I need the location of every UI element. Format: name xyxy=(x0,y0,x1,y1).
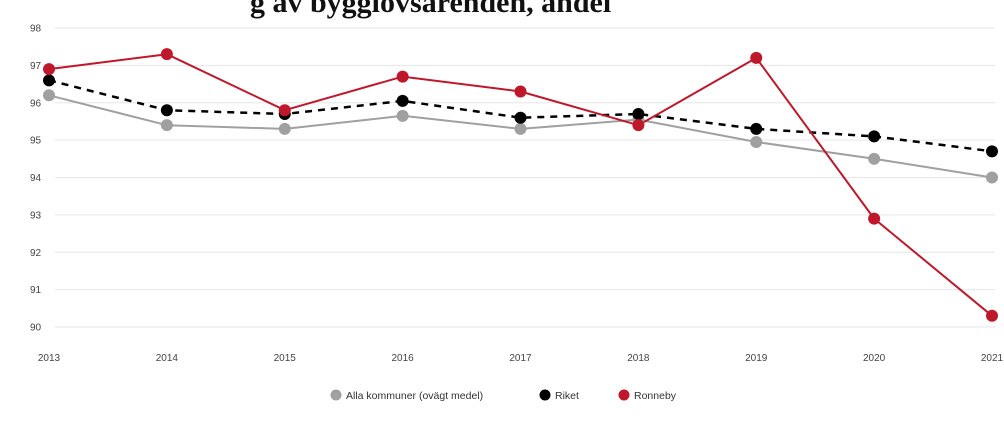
x-tick-label: 2014 xyxy=(156,353,179,364)
x-axis-ticks: 2013 2014 2015 2016 2017 2018 2019 2020 2021 xyxy=(38,353,1004,364)
data-point xyxy=(278,104,291,117)
y-tick-label: 91 xyxy=(30,285,42,296)
legend-marker xyxy=(330,389,342,401)
series-points xyxy=(43,48,998,322)
data-point xyxy=(986,171,998,184)
data-point xyxy=(396,70,409,83)
legend-label: Alla kommuner (ovägt medel) xyxy=(346,390,483,402)
x-tick-label: 2020 xyxy=(863,353,886,364)
legend-marker xyxy=(618,389,630,401)
data-point xyxy=(160,104,173,117)
data-point xyxy=(160,48,173,61)
data-point xyxy=(868,130,881,143)
data-point xyxy=(396,94,409,107)
data-point xyxy=(43,74,55,87)
y-tick-label: 98 xyxy=(30,24,42,35)
legend-label: Ronneby xyxy=(634,390,677,402)
data-point xyxy=(43,89,55,102)
legend-label: Riket xyxy=(555,390,579,402)
data-point xyxy=(514,85,527,98)
x-tick-label: 2019 xyxy=(745,353,768,364)
data-point xyxy=(868,152,881,165)
y-tick-label: 95 xyxy=(30,136,42,147)
data-point xyxy=(986,145,998,158)
y-axis-ticks: 98 97 96 95 94 93 92 91 90 xyxy=(30,24,42,334)
y-tick-label: 93 xyxy=(30,210,42,221)
y-tick-label: 97 xyxy=(30,61,42,72)
chart-title: g av bygglovsärenden, andel xyxy=(250,0,612,19)
x-tick-label: 2021 xyxy=(981,353,1004,364)
y-tick-label: 92 xyxy=(30,248,42,259)
y-tick-label: 90 xyxy=(30,323,42,334)
series-line xyxy=(48,79,993,153)
data-point xyxy=(986,309,998,322)
y-tick-label: 96 xyxy=(30,98,42,109)
series-line xyxy=(48,94,993,179)
data-point xyxy=(750,51,763,64)
y-tick-label: 94 xyxy=(30,173,42,184)
data-point xyxy=(750,135,763,148)
data-point xyxy=(160,119,173,132)
x-tick-label: 2018 xyxy=(627,353,650,364)
gridlines xyxy=(55,27,995,328)
data-point xyxy=(632,107,645,120)
data-point xyxy=(514,122,527,135)
x-tick-label: 2015 xyxy=(274,353,297,364)
data-point xyxy=(868,212,881,225)
x-tick-label: 2013 xyxy=(38,353,61,364)
data-point xyxy=(43,63,55,76)
legend-marker xyxy=(539,389,551,401)
x-tick-label: 2016 xyxy=(392,353,415,364)
data-point xyxy=(514,111,527,124)
data-point xyxy=(750,122,763,135)
x-tick-label: 2017 xyxy=(509,353,532,364)
data-point xyxy=(278,122,291,135)
data-point xyxy=(396,109,409,122)
data-point xyxy=(632,119,645,132)
legend: Alla kommuner (ovägt medel) Riket Ronneby xyxy=(330,389,677,402)
